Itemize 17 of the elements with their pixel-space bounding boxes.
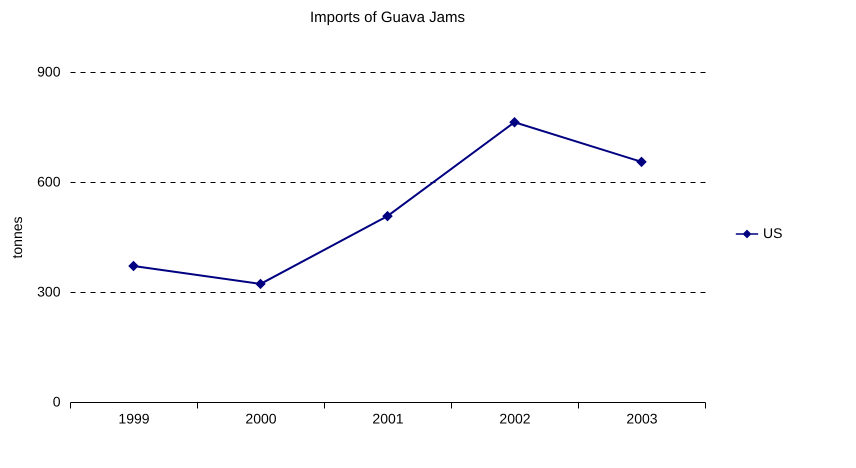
- point: [255, 278, 266, 290]
- x-tick-label: 2002: [499, 410, 531, 426]
- point: [382, 210, 393, 222]
- y-axis-title: tonnes: [9, 216, 26, 259]
- x-tick-label: 2003: [626, 410, 658, 426]
- y-tick-label: 300: [37, 284, 61, 300]
- y-tick-label: 900: [37, 64, 61, 80]
- point: [128, 260, 139, 272]
- legend-label: US: [763, 225, 782, 241]
- point: [509, 116, 520, 128]
- x-tick-label: 2001: [372, 410, 404, 426]
- x-tick-label: 2000: [245, 410, 277, 426]
- y-tick-label: 0: [52, 394, 61, 410]
- chart-title: Imports of Guava Jams: [310, 9, 466, 26]
- point: [636, 156, 647, 168]
- y-tick-label: 600: [37, 174, 61, 190]
- x-tick-label: 1999: [118, 410, 150, 426]
